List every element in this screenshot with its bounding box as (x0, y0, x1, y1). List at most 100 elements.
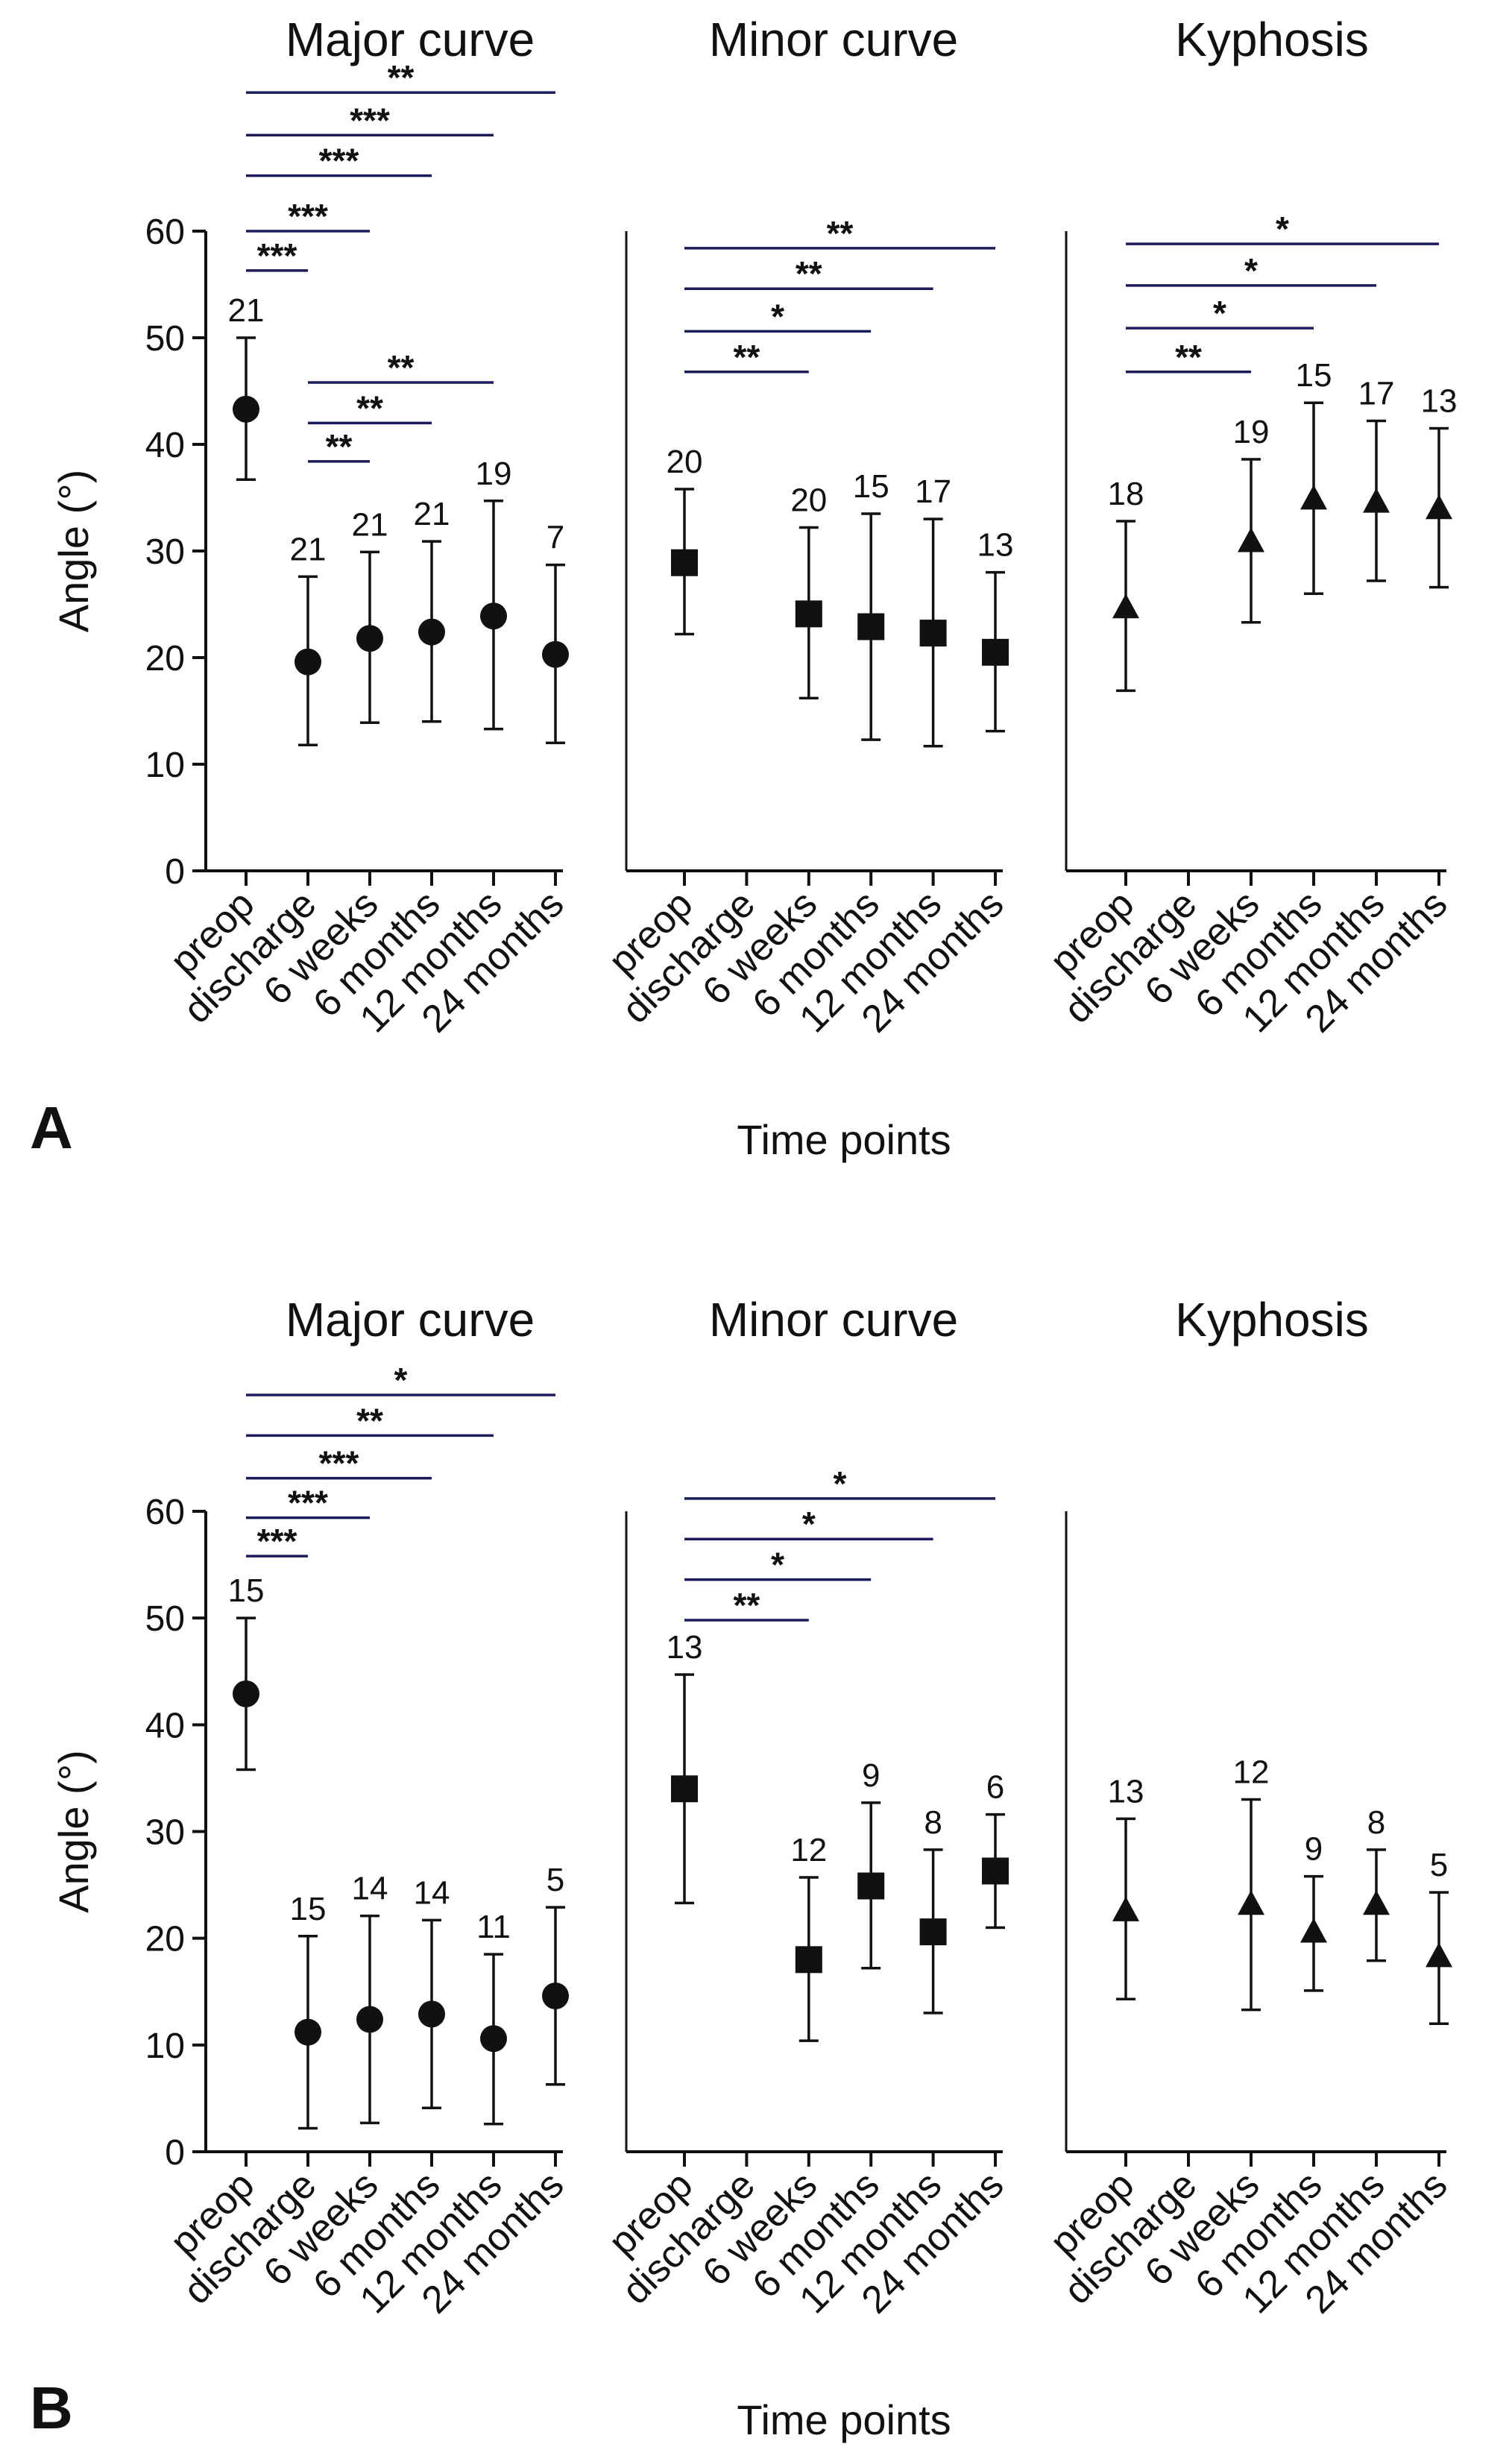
sample-size-label: 9 (862, 1757, 880, 1794)
data-point-circle (480, 602, 507, 630)
y-tick-label: 30 (145, 532, 185, 572)
sample-size-label: 11 (476, 1909, 511, 1945)
sample-size-label: 15 (1296, 357, 1332, 394)
sample-size-label: 13 (1421, 383, 1458, 420)
significance-label: ** (326, 427, 353, 466)
data-point-triangle (1112, 1896, 1139, 1921)
panel-letter: A (30, 1095, 73, 1161)
y-axis-label: Angle (°) (50, 1750, 97, 1912)
data-point-triangle (1363, 1890, 1390, 1915)
group-title: Major curve (286, 1293, 535, 1347)
group-title: Major curve (286, 13, 535, 66)
data-point-circle (418, 618, 445, 646)
sample-size-label: 12 (790, 1832, 827, 1868)
data-point-circle (356, 625, 383, 652)
data-point-triangle (1300, 485, 1327, 510)
sample-size-label: 13 (1108, 1773, 1144, 1810)
data-point-square (982, 638, 1009, 666)
sample-size-label: 20 (667, 444, 703, 480)
sample-size-label: 19 (476, 456, 512, 492)
significance-label: * (1276, 210, 1289, 248)
y-tick-label: 0 (165, 852, 185, 892)
x-axis-label: Time points (737, 2396, 951, 2443)
data-point-square (919, 620, 947, 647)
y-tick-label: 50 (145, 1599, 185, 1639)
sample-size-label: 15 (853, 468, 889, 505)
sample-size-label: 18 (1108, 476, 1144, 512)
y-tick-label: 0 (165, 2133, 185, 2173)
data-point-circle (233, 1680, 259, 1707)
significance-label: *** (288, 1484, 328, 1522)
sample-size-label: 17 (1358, 376, 1395, 412)
sample-size-label: 21 (414, 496, 450, 532)
data-point-circle (356, 2006, 383, 2033)
significance-label: ** (388, 348, 415, 387)
data-point-triangle (1300, 1918, 1327, 1943)
data-point-square (857, 1872, 885, 1900)
sample-size-label: 21 (290, 531, 327, 567)
significance-label: *** (288, 197, 328, 236)
significance-label: ** (388, 58, 415, 97)
data-point-circle (294, 648, 321, 675)
sample-size-label: 19 (1233, 414, 1270, 450)
y-axis-label: Angle (°) (50, 470, 97, 632)
sample-size-label: 12 (1233, 1754, 1270, 1791)
data-point-circle (294, 2018, 321, 2046)
data-point-square (671, 1775, 698, 1803)
significance-label: * (771, 1546, 784, 1584)
panel-letter: B (30, 2375, 73, 2441)
data-point-triangle (1426, 494, 1452, 520)
group-title: Kyphosis (1175, 1293, 1369, 1347)
significance-label: ** (1175, 338, 1202, 377)
data-point-circle (418, 2000, 445, 2028)
group-title: Minor curve (709, 1293, 958, 1347)
data-point-circle (542, 640, 569, 668)
sample-size-label: 15 (290, 1891, 327, 1927)
sample-size-label: 5 (546, 1862, 564, 1898)
sample-size-label: 14 (414, 1874, 450, 1911)
data-point-circle (233, 395, 259, 423)
sample-size-label: 14 (352, 1871, 388, 1907)
sample-size-label: 21 (352, 506, 388, 543)
data-point-square (671, 549, 698, 576)
sample-size-label: 15 (228, 1572, 265, 1609)
y-tick-label: 50 (145, 319, 185, 359)
group-title: Kyphosis (1175, 13, 1369, 66)
data-point-square (857, 613, 885, 640)
data-point-square (919, 1918, 947, 1946)
y-tick-label: 30 (145, 1813, 185, 1853)
data-point-circle (480, 2025, 507, 2053)
sample-size-label: 7 (546, 520, 564, 556)
sample-size-label: 8 (924, 1804, 942, 1841)
significance-label: *** (350, 101, 390, 139)
significance-label: ** (356, 1401, 383, 1440)
significance-label: ** (796, 254, 822, 293)
significance-label: * (834, 1464, 847, 1503)
y-tick-label: 20 (145, 1920, 185, 1959)
x-axis-label: Time points (737, 1116, 951, 1163)
data-point-circle (542, 1982, 569, 2009)
data-point-triangle (1238, 527, 1264, 552)
sample-size-label: 13 (667, 1629, 703, 1666)
significance-label: *** (257, 236, 297, 275)
significance-label: *** (319, 142, 359, 180)
y-tick-label: 10 (145, 746, 185, 785)
data-point-triangle (1238, 1890, 1264, 1915)
y-tick-label: 60 (145, 212, 185, 252)
significance-label: * (771, 297, 784, 336)
significance-label: ** (356, 388, 383, 427)
y-tick-label: 40 (145, 426, 185, 465)
group-title: Minor curve (709, 13, 958, 66)
y-tick-label: 40 (145, 1706, 185, 1745)
significance-label: ** (733, 1586, 760, 1625)
sample-size-label: 6 (986, 1769, 1004, 1806)
data-point-triangle (1426, 1942, 1452, 1968)
significance-label: * (1213, 294, 1226, 333)
significance-label: * (1244, 251, 1258, 290)
sample-size-label: 13 (977, 527, 1014, 564)
significance-label: *** (319, 1444, 359, 1483)
y-tick-label: 20 (145, 639, 185, 678)
sample-size-label: 8 (1367, 1804, 1385, 1841)
